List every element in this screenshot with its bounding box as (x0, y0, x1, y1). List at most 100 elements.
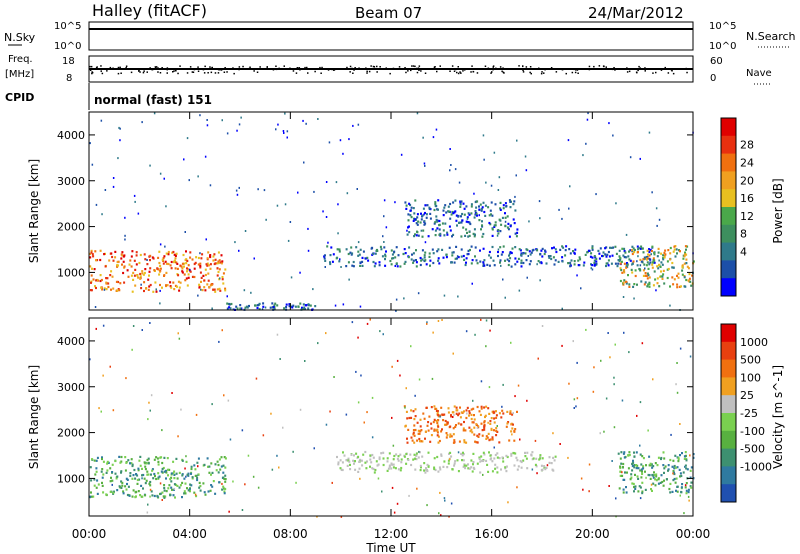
echo-cell (400, 461, 403, 464)
echo-cell (139, 275, 142, 278)
echo-cell (689, 280, 692, 283)
echo-cell (685, 248, 687, 251)
echo-cell (447, 459, 450, 462)
echo-cell (434, 203, 437, 206)
echo-cell (174, 496, 176, 499)
nave-dot (89, 69, 92, 71)
echo-cell (183, 492, 186, 495)
echo-cell (512, 218, 515, 221)
echo-cell (501, 216, 504, 219)
scatter-cell (567, 139, 570, 142)
echo-cell (483, 406, 486, 409)
echo-cell (494, 467, 497, 470)
scatter-cell (516, 486, 518, 489)
scatter-cell (257, 486, 260, 489)
scatter-cell (605, 397, 608, 400)
scatter-cell (636, 260, 638, 263)
echo-cell (413, 453, 416, 456)
echo-cell (369, 458, 372, 461)
echo-cell (480, 207, 483, 210)
scatter-cell (383, 215, 385, 218)
echo-cell (656, 282, 659, 285)
echo-cell (587, 249, 590, 252)
echo-cell (162, 466, 165, 470)
echo-cell (158, 270, 161, 273)
echo-cell (629, 259, 632, 262)
echo-cell (457, 214, 460, 218)
echo-cell (553, 263, 556, 266)
echo-cell (687, 279, 690, 282)
echo-cell (226, 302, 229, 305)
echo-cell (573, 260, 576, 263)
echo-cell (397, 455, 400, 458)
echo-cell (448, 452, 450, 455)
echo-cell (545, 466, 548, 469)
echo-cell (433, 418, 436, 421)
colorbar-frame (720, 117, 737, 297)
echo-cell (411, 439, 414, 442)
echo-cell (199, 271, 202, 274)
echo-cell (185, 258, 188, 261)
scatter-cell (348, 138, 350, 141)
echo-cell (154, 281, 157, 284)
echo-cell (183, 273, 186, 276)
echo-cell (404, 260, 407, 263)
echo-cell (163, 496, 166, 499)
echo-cell (380, 452, 383, 455)
echo-cell (689, 476, 692, 479)
echo-cell (653, 474, 656, 477)
echo-cell (640, 280, 643, 283)
echo-cell (479, 249, 481, 252)
scatter-cell (420, 229, 423, 232)
echo-cell (470, 413, 473, 416)
echo-cell (532, 248, 535, 251)
echo-cell (144, 482, 147, 485)
echo-cell (647, 274, 650, 277)
echo-cell (355, 452, 358, 455)
echo-cell (479, 460, 482, 463)
echo-cell (663, 467, 666, 470)
echo-cell (405, 452, 408, 456)
echo-cell (499, 230, 502, 233)
nave-dot (314, 70, 316, 73)
echo-cell (210, 462, 213, 465)
echo-cell (178, 486, 181, 489)
echo-cell (144, 494, 147, 497)
echo-cell (483, 424, 486, 427)
scatter-cell (396, 502, 399, 505)
scatter-cell (146, 259, 148, 261)
echo-cell (438, 466, 441, 469)
nave-dot (652, 72, 654, 74)
nave-dot (349, 71, 351, 73)
scatter-cell (621, 399, 624, 402)
echo-cell (424, 259, 427, 262)
scatter-cell (185, 455, 187, 458)
echo-cell (352, 260, 355, 264)
echo-cell (514, 452, 517, 455)
echo-cell (643, 257, 646, 260)
echo-cell (392, 466, 395, 469)
echo-cell (122, 260, 125, 263)
scatter-cell (631, 263, 633, 266)
scatter-cell (124, 234, 126, 237)
echo-cell (689, 485, 692, 488)
colorbar-segment (721, 377, 736, 396)
echo-cell (685, 492, 688, 495)
echo-cell (602, 254, 605, 258)
echo-cell (165, 490, 168, 493)
nave-dot (327, 69, 330, 71)
freq-tick-bottom: 8 (66, 73, 72, 84)
echo-cell (184, 492, 187, 495)
echo-cell (408, 202, 411, 205)
echo-cell (690, 466, 693, 469)
velocity-ylabel: Slant Range [km] (27, 365, 41, 469)
echo-cell (490, 201, 493, 204)
echo-cell (425, 406, 428, 409)
colorbar-segment (721, 448, 736, 467)
nave-dot (175, 70, 177, 72)
echo-cell (516, 459, 519, 462)
echo-cell (198, 486, 201, 489)
echo-cell (647, 473, 650, 477)
scatter-cell (146, 511, 149, 514)
echo-cell (179, 264, 182, 267)
